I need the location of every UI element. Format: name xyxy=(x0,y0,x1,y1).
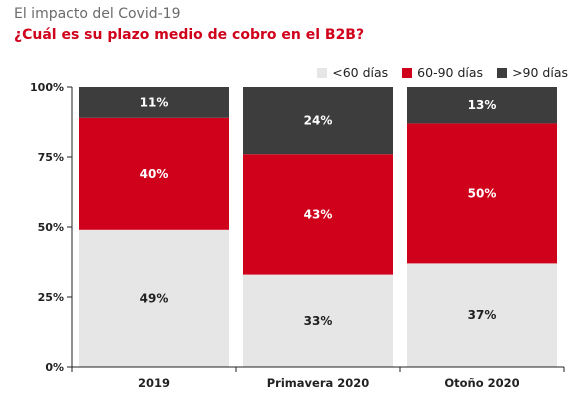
chart-title: El impacto del Covid-19 xyxy=(14,6,181,22)
legend-swatch-gt90 xyxy=(497,67,508,78)
data-label: 24% xyxy=(304,114,333,128)
legend-label-gt90: >90 días xyxy=(512,65,568,80)
data-label: 43% xyxy=(304,207,333,221)
legend-item-gt90: >90 días xyxy=(497,65,568,80)
bar-segment xyxy=(243,154,393,275)
bar-segment xyxy=(407,87,557,124)
legend-item-lt60: <60 días xyxy=(317,65,388,80)
legend-swatch-lt60 xyxy=(317,67,328,78)
x-tick-label: 2019 xyxy=(138,376,170,390)
bar-segment xyxy=(407,123,557,264)
data-label: 49% xyxy=(140,291,169,305)
data-label: 33% xyxy=(304,314,333,328)
y-tick-label: 50% xyxy=(38,221,64,234)
data-label: 37% xyxy=(468,308,497,322)
bar-segment xyxy=(243,87,393,155)
y-tick-label: 25% xyxy=(38,291,64,304)
y-tick-label: 100% xyxy=(30,81,64,94)
bar-segment xyxy=(79,229,229,367)
y-tick-label: 0% xyxy=(45,361,64,374)
legend-item-60-90: 60-90 días xyxy=(402,65,483,80)
legend-label-lt60: <60 días xyxy=(332,65,389,80)
legend-swatch-60-90 xyxy=(402,67,413,78)
chart-subtitle: ¿Cuál es su plazo medio de cobro en el B… xyxy=(14,27,365,43)
data-label: 13% xyxy=(468,98,497,112)
x-tick-label: Otoño 2020 xyxy=(444,376,519,390)
y-tick-label: 75% xyxy=(38,151,64,164)
data-label: 50% xyxy=(468,186,497,200)
bar-segment xyxy=(407,263,557,367)
bars-layer xyxy=(79,87,557,367)
bar-segment xyxy=(79,117,229,230)
bar-segment xyxy=(243,274,393,367)
bar-segment xyxy=(79,87,229,118)
legend: <60 días 60-90 días >90 días xyxy=(317,65,568,80)
x-tick-label: Primavera 2020 xyxy=(267,376,370,390)
axes-layer: 2019 Primavera 2020 Otoño 2020 0% 25% 50% 75% 1… xyxy=(30,81,565,390)
data-label: 40% xyxy=(140,167,169,181)
legend-label-60-90: 60-90 días xyxy=(417,65,484,80)
value-labels-layer: 49% 40% 11% 33% 43% 24% 37% 50% 13% xyxy=(140,95,497,327)
data-label: 11% xyxy=(140,95,169,109)
